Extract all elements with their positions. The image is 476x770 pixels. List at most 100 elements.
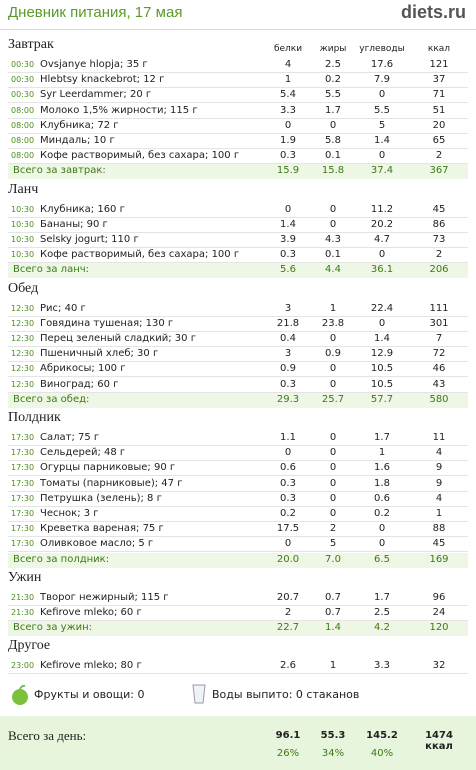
value: 0 [329,363,337,375]
value: 20.2 [370,218,394,230]
value: 0 [378,249,386,261]
food-row: 21:30 Творог нежирный; 115 г 20.7 0.7 1.7 96 [8,591,468,606]
value: 2 [329,523,337,535]
value: 51 [432,104,446,116]
value: 301 [429,317,449,329]
value: 23.8 [321,317,345,329]
food-name: Всего за завтрак: [13,165,106,177]
value: 37.4 [370,165,394,177]
time: 10:30 [11,235,35,244]
time: 17:30 [11,463,35,473]
value: 111 [429,302,449,314]
value: 5.5 [374,104,390,116]
food-name: Кофе растворимый, без сахара; 100 г [40,150,240,162]
day-total-box [0,716,476,770]
fruits: Фрукты и овощи: 0 [34,688,145,701]
food-name: Креветка вареная; 75 г [40,523,164,535]
value: 0 [329,119,337,131]
value: 0 [329,333,337,344]
value: 1.1 [280,432,296,443]
value: 71 [432,89,446,101]
time: 10:30 [11,250,35,260]
column-header: ккал [427,44,451,54]
apple-icon [12,685,28,705]
day-total-value: 145.2 [366,730,398,741]
day-percent: 34% [321,748,345,759]
time: 12:30 [11,379,35,389]
value: 4 [284,59,292,70]
food-row: 17:30 Сельдерей; 48 г 0 0 1 4 [8,446,468,462]
time: 12:30 [11,364,35,374]
day-total-value: 1474 ккал [425,730,453,752]
food-name: Томаты (парниковые); 47 г [40,477,183,489]
value: 32 [432,660,446,672]
value: 1.7 [374,591,390,603]
value: 1.4 [325,622,341,634]
time: 08:00 [11,120,35,130]
time: 00:30 [11,60,35,69]
value: 0.6 [280,462,296,474]
value: 9 [435,477,443,489]
value: 580 [429,393,449,405]
food-name: Оливковое масло; 5 г [40,538,154,550]
value: 37 [432,74,446,86]
time: 00:30 [11,75,35,85]
title: Дневник питания, 17 мая [8,4,183,21]
food-name: Миндаль; 10 г [40,135,115,146]
value: 15.8 [321,165,345,177]
food-name: Петрушка (зелень); 8 г [40,492,162,504]
value: 0.4 [280,333,296,344]
food-name: Всего за полдник: [13,553,110,565]
value: 1.4 [280,218,296,230]
value: 17.5 [276,523,300,535]
meal-total: Всего за полдник: 20.0 7.0 6.5 169 [8,552,468,568]
time: 17:30 [11,524,35,534]
value: 7 [435,333,443,344]
time: 17:30 [11,448,35,458]
food-name: Всего за обед: [13,393,90,405]
food-name: Говядина тушеная; 130 г [40,317,174,329]
food-name: Сельдерей; 48 г [40,447,126,459]
food-row: 12:30 Виноград; 60 г 0.3 0 10.5 43 [8,378,468,393]
value: 46 [432,363,446,375]
meal-title: Другое [8,638,51,654]
glass-icon [192,684,206,704]
value: 0 [329,378,337,390]
food-row: 10:30 Бананы; 90 г 1.4 0 20.2 86 [8,218,468,233]
value: 4 [435,492,443,504]
value: 9 [435,462,443,474]
value: 367 [429,165,449,177]
food-name: Абрикосы; 100 г [40,363,126,375]
time: 10:30 [11,204,35,214]
value: 206 [429,264,449,276]
value: 3 [284,302,292,314]
logo[interactable]: diets.ru [400,2,466,22]
value: 10.5 [370,363,394,375]
meal-total: Всего за ланч: 5.6 4.4 36.1 206 [8,263,468,279]
food-row: 23:00 Kefirove mleko; 80 г 2.6 1 3.3 32 [8,659,468,675]
value: 3 [284,348,292,360]
food-row: 08:00 Кофе растворимый, без сахара; 100 г… [8,149,468,165]
value: 36.1 [370,264,394,276]
food-row: 17:30 Томаты (парниковые); 47 г 0.3 0 1.8 9 [8,477,468,492]
value: 0.3 [280,477,296,489]
meal-title: Ужин [8,569,42,585]
value: 1 [378,447,386,459]
value: 45 [432,203,446,215]
food-row: 12:30 Перец зеленый сладкий; 30 г 0.4 0 1.4 7 [8,332,468,347]
food-row: 21:30 Kefirove mleko; 60 г 2 0.7 2.5 24 [8,606,468,621]
food-name: Рис; 40 г [40,302,86,314]
value: 0.3 [280,150,296,162]
food-row: 17:30 Петрушка (зелень); 8 г 0.3 0 0.6 4 [8,492,468,507]
value: 120 [429,622,449,634]
time: 23:00 [11,661,35,671]
value: 1.4 [374,333,390,344]
value: 0.1 [325,249,341,261]
food-row: 12:30 Рис; 40 г 3 1 22.4 111 [8,302,468,317]
value: 1 [435,508,443,519]
value: 1.9 [280,135,296,146]
food-row: 12:30 Абрикосы; 100 г 0.9 0 10.5 46 [8,362,468,378]
value: 5.8 [325,135,341,146]
day-total-label: Всего за день: [8,728,87,743]
